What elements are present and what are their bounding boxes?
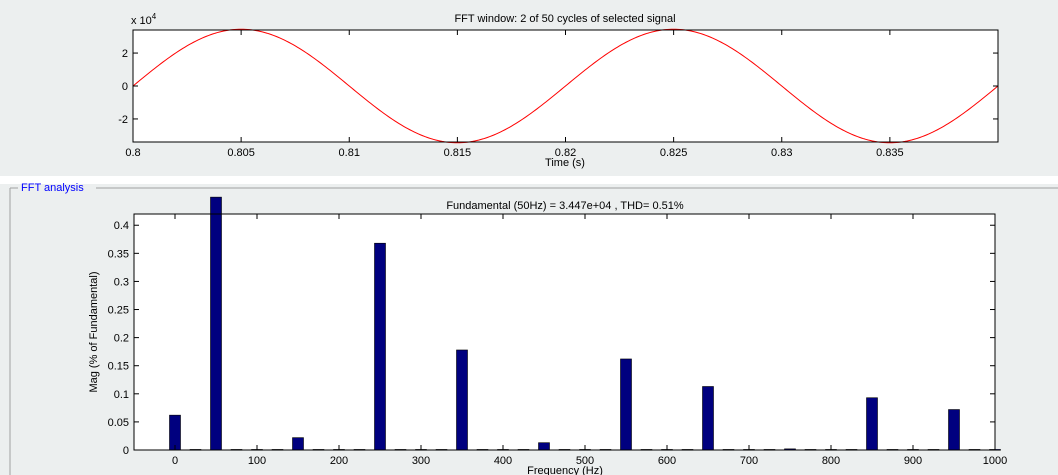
fft-axes-box <box>133 213 996 451</box>
fft-axes-background <box>134 214 995 450</box>
fft-x-tick-label: 1000 <box>983 455 1007 467</box>
fft-bar <box>169 414 181 451</box>
fft-bar <box>292 437 304 451</box>
fft-x-tick-label: 600 <box>658 455 676 467</box>
signal-x-axis-label: Time (s) <box>545 157 585 169</box>
fft-bar <box>866 397 878 451</box>
fft-x-tick-label: 900 <box>904 455 922 467</box>
signal-exponent-base: x 10 <box>131 15 152 27</box>
signal-x-tick-label: 0.83 <box>771 147 792 159</box>
signal-x-tick-label: 0.815 <box>444 147 472 159</box>
fft-x-tick-label: 200 <box>330 455 348 467</box>
fft-chart-title: Fundamental (50Hz) = 3.447e+04 , THD= 0.… <box>446 200 684 212</box>
signal-chart-title: FFT window: 2 of 50 cycles of selected s… <box>454 13 675 25</box>
fft-x-tick-label: 100 <box>248 455 266 467</box>
fft-y-tick-label: 0.25 <box>108 305 129 317</box>
signal-x-tick-label: 0.825 <box>660 147 688 159</box>
signal-x-tick-label: 0.805 <box>227 147 255 159</box>
fft-y-tick-label: 0.4 <box>114 220 129 232</box>
fft-x-tick-label: 300 <box>412 455 430 467</box>
signal-y-tick-label: 0 <box>122 81 128 93</box>
fft-y-tick-label: 0.15 <box>108 361 129 373</box>
fft-x-tick-label: 700 <box>740 455 758 467</box>
signal-y-tick-label: 2 <box>122 48 128 60</box>
fft-y-tick-label: 0 <box>123 445 129 457</box>
fft-y-tick-label: 0.3 <box>114 276 129 288</box>
fft-y-tick-label: 0.1 <box>114 389 129 401</box>
fft-x-tick-label: 400 <box>494 455 512 467</box>
signal-axis-ticks: 0.8 0.805 0.81 0.815 0.82 0.825 0.83 0.835 -2 0 2 <box>118 30 998 159</box>
fft-bar <box>538 442 550 451</box>
fft-bar <box>374 242 386 451</box>
fft-bar <box>702 386 714 451</box>
signal-waveform-line <box>132 28 999 144</box>
fft-x-axis-label: Frequency (Hz) <box>527 465 603 475</box>
fft-bar <box>210 196 222 451</box>
fft-y-tick-label: 0.05 <box>108 417 129 429</box>
fft-bar <box>620 358 632 451</box>
signal-x-tick-label: 0.81 <box>339 147 360 159</box>
fft-bar <box>948 409 960 451</box>
fft-y-tick-label: 0.2 <box>114 333 129 345</box>
fft-x-tick-label: 0 <box>172 455 178 467</box>
fft-bar <box>456 349 468 451</box>
signal-x-tick-label: 0.8 <box>125 147 140 159</box>
signal-y-exponent-label: x 104 <box>131 12 157 27</box>
fft-plot: 0 100 200 300 400 500 600 700 800 900 1000 0 0.05 0.1… <box>88 196 1007 475</box>
signal-x-tick-label: 0.82 <box>555 147 576 159</box>
signal-waveform-layer <box>132 28 999 144</box>
fft-axis-ticks: 0 100 200 300 400 500 600 700 800 900 1000 0 0.05 0.1… <box>108 214 1007 467</box>
signal-y-tick-label: -2 <box>118 114 128 126</box>
fft-y-tick-label: 0.35 <box>108 248 129 260</box>
signal-axes-box <box>132 29 999 143</box>
fft-x-tick-label: 800 <box>822 455 840 467</box>
fft-x-tick-label: 500 <box>576 455 594 467</box>
fft-y-axis-label: Mag (% of Fundamental) <box>88 271 100 392</box>
signal-plot: 0.8 0.805 0.81 0.815 0.82 0.825 0.83 0.835-202 … <box>118 12 999 169</box>
fft-analysis-label: FFT analysis <box>21 182 84 194</box>
signal-x-tick-label: 0.835 <box>876 147 904 159</box>
signal-exponent-power: 4 <box>152 12 157 21</box>
